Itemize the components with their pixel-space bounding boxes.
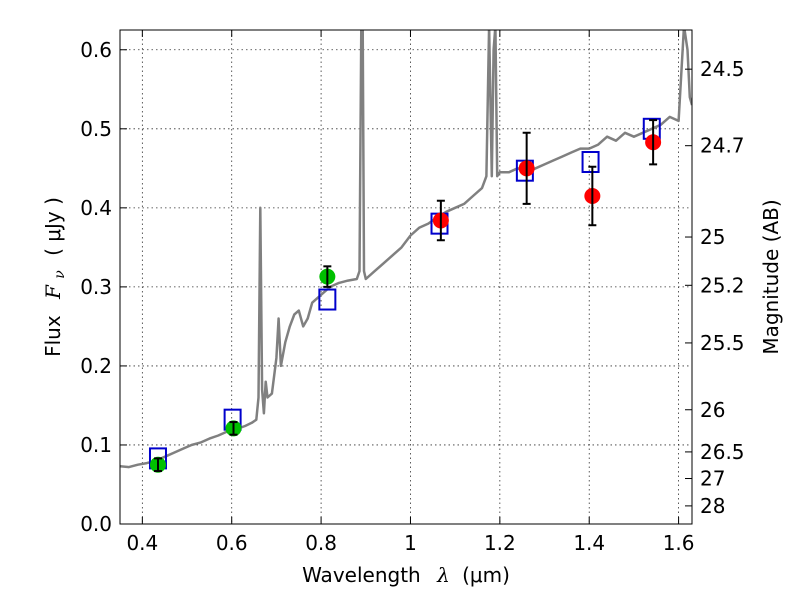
x-axis-label-unit: (μm) [462, 563, 510, 587]
magnitude-tick-label: 28 [700, 494, 725, 518]
x-tick-label: 1.2 [484, 531, 516, 555]
magnitude-tick-label: 26 [700, 398, 725, 422]
x-axis-label-prefix: Wavelength [302, 563, 421, 587]
y-tick-label: 0.4 [80, 196, 112, 220]
x-tick-label: 0.8 [305, 531, 337, 555]
y-axis-label-symbol: F [41, 284, 65, 300]
y-axis-label: Flux F ν ( μJy ) [41, 197, 69, 357]
y-tick-label: 0.3 [80, 275, 112, 299]
magnitude-tick-label: 25 [700, 225, 725, 249]
y-tick-label: 0.0 [80, 512, 112, 536]
x-axis-label: Wavelength λ (μm) [302, 563, 510, 587]
y-tick-label: 0.2 [80, 354, 112, 378]
model-spectrum-line [120, 30, 692, 469]
x-tick-label: 1 [404, 531, 417, 555]
magnitude-tick-label: 24.7 [700, 134, 745, 158]
x-tick-label: 0.6 [216, 531, 248, 555]
magnitude-tick-label: 27 [700, 467, 725, 491]
magnitude-tick-label: 25.2 [700, 273, 745, 297]
grid [120, 30, 692, 525]
plot-area [120, 30, 692, 473]
x-tick-label: 1.4 [573, 531, 605, 555]
model-photometry-square [581, 150, 600, 173]
magnitude-tick-label: 25.5 [700, 331, 745, 355]
x-tick-label: 1.6 [663, 531, 695, 555]
y-tick-label: 0.6 [80, 38, 112, 62]
y-tick-label: 0.5 [80, 117, 112, 141]
y-tick-label: 0.1 [80, 433, 112, 457]
magnitude-tick-label: 26.5 [700, 440, 745, 464]
y-axis-label-prefix: Flux [41, 315, 65, 357]
x-tick-label: 0.4 [126, 531, 158, 555]
magnitude-axis-label: Magnitude (AB) [759, 199, 783, 354]
axis-ticks: 0.4 0.6 0.8 1 1.2 1.4 1.6 0.0 0.1 0.2 0.3 0.4 0.5 0.6… [80, 30, 745, 555]
y-axis-label-subscript: ν [52, 270, 68, 279]
plot-frame [119, 29, 693, 525]
model-photometry-square [318, 288, 337, 311]
x-axis-label-symbol: λ [436, 563, 450, 587]
y-axis-label-unit: ( μJy ) [41, 197, 65, 256]
magnitude-tick-label: 24.5 [700, 57, 745, 81]
